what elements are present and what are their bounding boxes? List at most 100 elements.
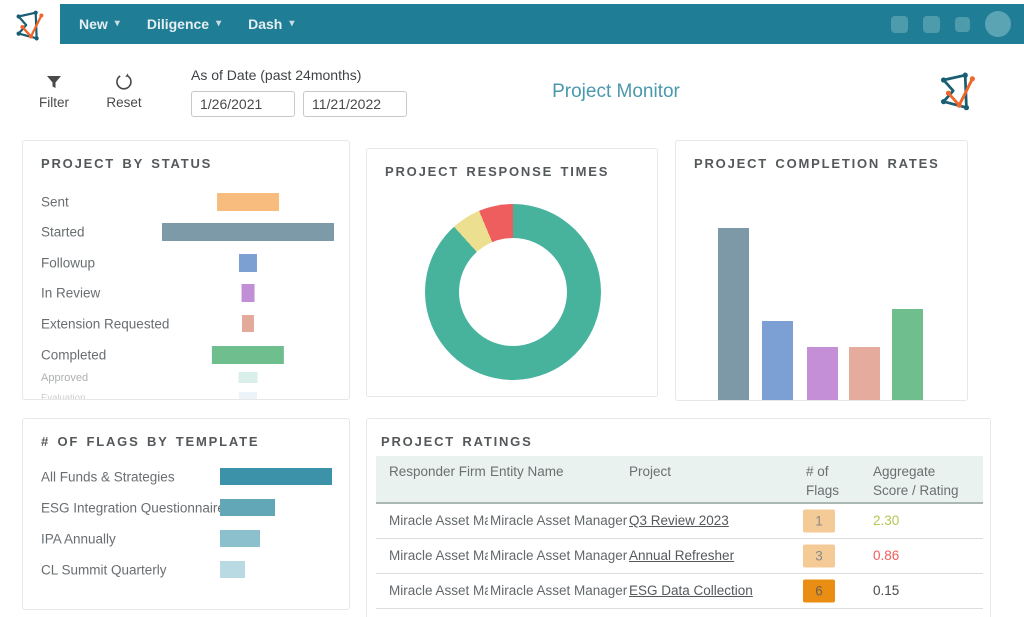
flag-count-badge: 1 (803, 509, 835, 533)
table-row-partial (376, 609, 983, 617)
status-bar (238, 254, 258, 272)
status-label: Approved (41, 371, 89, 384)
entity-name-cell: Miracle Asset Manager.. (490, 513, 627, 528)
chevron-down-icon: ▾ (289, 18, 295, 29)
status-label: Sent (41, 194, 69, 210)
responder-firm-cell: Miracle Asset Ma.. (389, 583, 488, 598)
status-row-approved: Approved (23, 371, 349, 384)
responder-firm-cell: Miracle Asset Ma.. (389, 548, 488, 563)
flag-bar (220, 561, 245, 578)
status-bar (238, 372, 258, 383)
flag-label: IPA Annually (41, 531, 116, 546)
status-row-in-review: In Review (23, 284, 349, 302)
nav-menu-group: New ▾ Diligence ▾ Dash ▾ (60, 4, 294, 44)
completion-bar-1 (718, 228, 749, 400)
chevron-down-icon: ▾ (114, 18, 120, 29)
flag-row-esg-questionnaire: ESG Integration Questionnaire (23, 499, 349, 516)
as-of-date-label: As of Date (past 24months) (191, 67, 362, 83)
date-to-input[interactable] (303, 91, 407, 117)
aggregate-score: 0.15 (873, 583, 900, 598)
table-row[interactable]: Miracle Asset Ma.. Miracle Asset Manager… (376, 574, 983, 609)
project-response-times-title: PROJECT RESPONSE TIMES (385, 164, 610, 179)
col-header-aggregate-score: Aggregate Score / Rating (873, 464, 959, 498)
response-times-donut-chart (425, 204, 601, 380)
flag-row-all-funds: All Funds & Strategies (23, 468, 349, 485)
nav-app-icon-1[interactable] (891, 15, 908, 33)
project-completion-rates-panel: PROJECT COMPLETION RATES (675, 140, 968, 401)
entity-name-cell: Miracle Asset Manager.. (490, 548, 627, 563)
status-row-completed: Completed (23, 346, 349, 364)
avatar[interactable] (985, 11, 1011, 37)
flag-label: CL Summit Quarterly (41, 562, 167, 577)
status-row-started: Started (23, 223, 349, 241)
status-row-sent: Sent (23, 193, 349, 211)
as-of-date-group: As of Date (past 24months) (191, 67, 407, 117)
status-bar (241, 284, 255, 302)
status-label: Followup (41, 255, 96, 271)
completion-bar-5 (892, 308, 923, 400)
col-header-responder-firm: Responder Firm (389, 464, 486, 479)
nav-app-icon-2[interactable] (923, 15, 940, 33)
chevron-down-icon: ▾ (216, 18, 222, 29)
status-label: Completed (41, 347, 107, 363)
flag-label: All Funds & Strategies (41, 469, 175, 484)
project-completion-rates-title: PROJECT COMPLETION RATES (694, 156, 940, 171)
flag-row-cl-summit: CL Summit Quarterly (23, 561, 349, 578)
nav-menu-diligence-label: Diligence (146, 16, 210, 32)
status-label: Extension Requested (41, 316, 170, 331)
aggregate-score: 2.30 (873, 513, 900, 528)
status-label: In Review (41, 285, 101, 301)
nav-menu-new[interactable]: New ▾ (79, 16, 120, 32)
flag-count-badge: 3 (803, 544, 835, 568)
table-row[interactable]: Miracle Asset Ma.. Miracle Asset Manager… (376, 504, 983, 539)
status-bar (241, 315, 255, 332)
status-row-followup: Followup (23, 254, 349, 272)
project-response-times-panel: PROJECT RESPONSE TIMES (366, 148, 658, 397)
status-label: Evaluation (41, 392, 86, 400)
completion-bar-4 (849, 346, 880, 400)
flags-by-template-title: # OF FLAGS BY TEMPLATE (41, 434, 260, 449)
ratings-table-header: Responder Firm Entity Name Project # of … (376, 456, 983, 504)
nav-menu-new-label: New (79, 16, 108, 32)
completion-bar-3 (807, 346, 838, 400)
nav-menu-diligence[interactable]: Diligence ▾ (147, 16, 221, 32)
reset-button-label: Reset (106, 95, 142, 110)
ratings-table-body: Miracle Asset Ma.. Miracle Asset Manager… (376, 504, 983, 617)
top-navbar: New ▾ Diligence ▾ Dash ▾ (60, 4, 1024, 44)
flag-bar (220, 530, 261, 547)
project-ratings-title: PROJECT RATINGS (381, 434, 533, 449)
status-bar (217, 193, 279, 211)
col-header-entity-name: Entity Name (490, 464, 564, 479)
nav-menu-dash-label: Dash (248, 16, 283, 32)
status-bar (162, 223, 334, 241)
flag-label: ESG Integration Questionnaire (41, 500, 225, 515)
reset-button[interactable]: Reset (101, 73, 147, 110)
table-row[interactable]: Miracle Asset Ma.. Miracle Asset Manager… (376, 539, 983, 574)
app-logo[interactable] (11, 7, 49, 45)
project-link[interactable]: Annual Refresher (629, 548, 735, 563)
col-header-num-flags: # of Flags (806, 464, 840, 498)
status-bar (238, 392, 258, 399)
entity-name-cell: Miracle Asset Manager.. (490, 583, 627, 598)
project-link[interactable]: Q3 Review 2023 (629, 513, 729, 528)
aggregate-score: 0.86 (873, 548, 900, 563)
flags-by-template-panel: # OF FLAGS BY TEMPLATE All Funds & Strat… (22, 418, 350, 610)
filter-button[interactable]: Filter (32, 73, 76, 110)
flag-bar (220, 499, 275, 516)
nav-menu-dash[interactable]: Dash ▾ (248, 16, 294, 32)
page-title: Project Monitor (552, 81, 680, 102)
completion-bar-2 (762, 320, 793, 400)
project-link[interactable]: ESG Data Collection (629, 583, 753, 598)
flag-count-badge: 6 (803, 579, 835, 603)
nav-app-icon-3[interactable] (955, 16, 970, 32)
status-bar (211, 346, 285, 364)
project-by-status-panel: PROJECT BY STATUS Sent Started Followup … (22, 140, 350, 400)
col-header-project: Project (629, 464, 672, 479)
project-by-status-title: PROJECT BY STATUS (41, 156, 213, 171)
date-from-input[interactable] (191, 91, 295, 117)
status-label: Started (41, 224, 85, 240)
flag-row-ipa-annually: IPA Annually (23, 530, 349, 547)
brand-logo (940, 72, 975, 111)
status-row-extension-requested: Extension Requested (23, 315, 349, 332)
